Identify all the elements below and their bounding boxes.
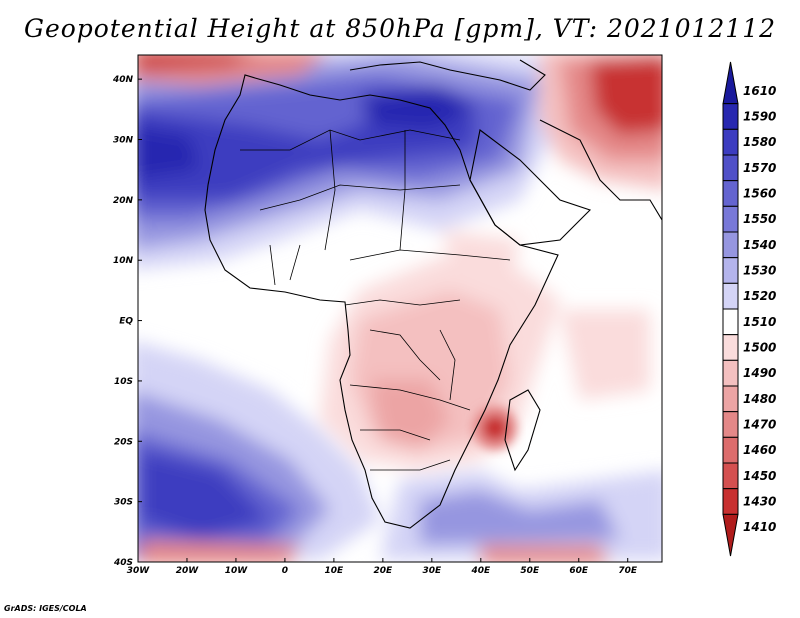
lat-label: EQ [119,317,133,327]
colorbar-swatch [722,282,739,310]
colorbar-label: 1560 [743,187,776,201]
lat-label: 10N [113,256,134,266]
colorbar-swatch [722,513,739,557]
lon-label: 10E [325,566,345,576]
colorbar-label: 1470 [743,418,776,432]
plot-frame [137,54,663,563]
lat-label: 30N [113,136,134,146]
lon-label: 30E [422,566,442,576]
lon-label: 20E [374,566,394,576]
colorbar-label: 1460 [743,443,776,457]
lat-label: 30S [114,498,133,508]
borders [240,129,511,471]
lat-label: 40N [112,75,134,85]
colorbar-swatch [722,154,739,182]
colorbar-label: 1500 [743,341,776,355]
lon-label: 0 [282,566,288,576]
lat-label: 20N [113,196,134,206]
colorbar-swatch [722,231,739,259]
colorbar-label: 1490 [743,366,776,380]
lon-label: 40E [470,566,491,576]
colorbar-label: 1530 [743,264,776,278]
lat-label: 10S [114,377,133,387]
colorbar-label: 1480 [743,392,776,406]
latitude-axis: 40N 30N 20N 10N EQ 10S 20S 30S 40S [112,75,142,568]
grads-credit: GrADS: IGES/COLA [4,604,87,613]
colorbar-label: 1580 [743,135,776,149]
colorbar-label: 1510 [743,315,776,329]
colorbar-swatch [722,180,739,207]
colorbar-label: 1450 [743,469,776,483]
lat-label: 40S [113,558,133,568]
height-field [138,55,662,562]
colorbar-label: 1590 [743,110,776,124]
colorbar-swatch [722,411,739,438]
colorbar: 1610 1590 1580 1570 1560 1550 1540 1530 1520 1510… [722,61,776,557]
colorbar-swatch [722,385,739,413]
colorbar-label: 1520 [743,289,776,303]
colorbar-swatch [722,308,739,336]
colorbar-swatch [722,334,739,361]
lon-label: 70E [618,566,638,576]
colorbar-swatch [722,128,739,156]
lon-label: 50E [520,566,540,576]
colorbar-label: 1540 [743,238,776,252]
colorbar-swatch [722,61,739,105]
colorbar-swatch [722,436,739,464]
map-title: Geopotential Height at 850hPa [gpm], VT:… [23,14,777,43]
lon-label: 60E [569,566,589,576]
colorbar-label: 1430 [743,495,776,509]
colorbar-swatch [722,103,739,130]
lat-label: 20S [114,437,133,447]
lon-label: 20W [176,566,200,576]
colorbar-swatch [722,205,739,233]
colorbar-swatch [722,462,739,490]
longitude-axis: 30W 20W 10W 0 10E 20E 30E 40E 50E 60E 70E [127,558,638,576]
colorbar-swatch [722,488,739,515]
colorbar-swatch [722,257,739,284]
colorbar-label: 1610 [743,84,776,98]
coastlines [204,59,662,529]
colorbar-label: 1410 [743,520,776,534]
colorbar-label: 1550 [743,212,776,226]
lon-label: 10W [225,566,249,576]
lon-label: 30W [127,566,151,576]
colorbar-swatch [722,359,739,387]
colorbar-label: 1570 [743,161,776,175]
